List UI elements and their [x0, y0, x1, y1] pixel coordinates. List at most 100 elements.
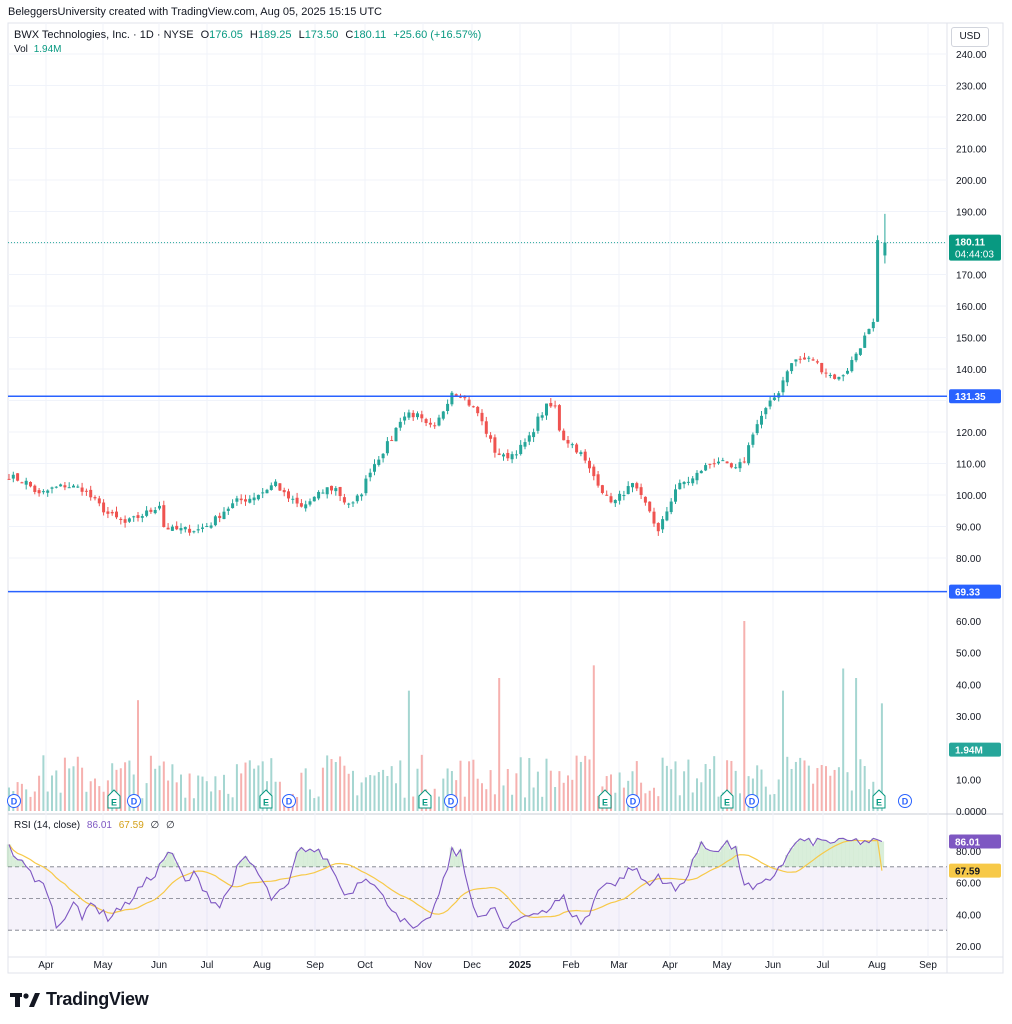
volume-bar	[743, 621, 746, 811]
currency-selector[interactable]: USD	[951, 27, 989, 47]
dividend-marker[interactable]: D	[127, 794, 141, 808]
dividend-marker[interactable]: D	[745, 794, 759, 808]
candle-body	[411, 412, 415, 418]
volume-bar	[137, 700, 139, 811]
volume-bar	[317, 796, 320, 811]
candle-body	[648, 501, 652, 512]
price-tick-label: 80.00	[956, 554, 981, 565]
volume-bar	[773, 794, 776, 811]
tradingview-logo[interactable]: TradingView	[10, 989, 149, 1010]
dividend-label: D	[131, 797, 138, 807]
dividend-marker[interactable]: D	[7, 794, 21, 808]
candle-body	[510, 454, 514, 460]
volume-bar	[119, 768, 122, 811]
candle-body	[454, 394, 458, 396]
price-tick-label: 120.00	[956, 428, 987, 439]
earnings-icon	[259, 789, 273, 809]
volume-bar	[700, 782, 703, 811]
candle-body	[833, 374, 837, 379]
candle-body	[162, 505, 166, 527]
candle-body	[351, 502, 355, 504]
volume-bar	[192, 798, 195, 811]
volume-bar	[330, 759, 333, 811]
legend-low: 173.50	[305, 29, 339, 41]
candle-body	[841, 375, 845, 377]
rsi-overbought-fill	[832, 842, 837, 867]
candle-body	[7, 478, 11, 480]
candle-body	[450, 392, 454, 405]
volume-bar	[597, 796, 600, 811]
candle-body	[476, 406, 480, 414]
volume-bar	[481, 783, 483, 811]
horizontal-lines[interactable]	[8, 242, 947, 593]
candle-body	[532, 432, 536, 438]
volume-bar	[782, 690, 784, 811]
volume-bar	[820, 765, 823, 811]
candle-body	[145, 510, 149, 516]
volume-bar	[489, 770, 492, 811]
volume-bar	[631, 771, 634, 811]
volume-bar	[511, 794, 514, 811]
dividend-marker[interactable]: D	[626, 794, 640, 808]
rsi-overbought-fill	[858, 844, 863, 867]
candle-body	[626, 486, 630, 495]
dividend-icon	[127, 794, 141, 808]
rsi-overbought-fill	[785, 855, 790, 867]
volume-bar	[347, 773, 350, 811]
earnings-marker[interactable]: E	[872, 789, 886, 809]
volume-bar	[111, 763, 114, 811]
candle-body	[403, 416, 407, 421]
dividend-marker[interactable]: D	[282, 794, 296, 808]
upper-line-badge-text: 131.35	[955, 392, 986, 403]
volume-bar	[859, 759, 862, 811]
rsi-overbought-fill	[19, 860, 25, 867]
earnings-marker[interactable]: E	[418, 789, 432, 809]
candle-body	[321, 492, 325, 494]
volume-bar	[42, 755, 45, 811]
volume-bar	[519, 757, 522, 811]
volume-bar	[747, 776, 750, 811]
rsi-overbought-fill	[307, 849, 313, 867]
volume-bar	[25, 789, 28, 811]
earnings-label: E	[602, 798, 608, 808]
earnings-marker[interactable]: E	[720, 789, 734, 809]
candle-body	[196, 529, 200, 531]
volume-bar	[575, 755, 578, 811]
candle-body	[622, 495, 626, 497]
volume-bar	[180, 774, 182, 811]
volume-bar	[657, 796, 660, 811]
candle-body	[235, 498, 239, 502]
volume-bar	[618, 772, 621, 811]
candle-body	[484, 421, 488, 434]
volume-tick-label: 0.0000	[956, 807, 987, 818]
volume-bar	[794, 761, 797, 811]
candle-body	[416, 413, 419, 418]
candle-body	[16, 473, 20, 481]
earnings-label: E	[111, 798, 117, 808]
volume-bar	[463, 796, 466, 811]
rsi-ma-badge: 67.59	[949, 863, 1001, 878]
earnings-marker[interactable]: E	[598, 789, 612, 809]
earnings-marker[interactable]: E	[107, 789, 121, 809]
volume-bar	[579, 761, 582, 811]
candle-body	[777, 393, 781, 398]
volume-bar	[339, 756, 342, 811]
candle-body	[489, 435, 493, 439]
volume-bar	[201, 776, 204, 811]
candle-body	[373, 464, 376, 472]
volume-bar	[450, 771, 453, 811]
earnings-icon	[598, 789, 612, 809]
volume-bar	[730, 760, 733, 811]
dividend-marker[interactable]: D	[898, 794, 912, 808]
volume-bar	[446, 768, 449, 811]
legend-open: 176.05	[209, 29, 243, 41]
candle-body	[824, 372, 828, 374]
rsi-overbought-fill	[793, 842, 799, 867]
candle-body	[514, 454, 518, 456]
earnings-marker[interactable]: E	[259, 789, 273, 809]
dividend-marker[interactable]: D	[444, 794, 458, 808]
candle-body	[566, 439, 570, 444]
candle-body	[837, 376, 841, 380]
